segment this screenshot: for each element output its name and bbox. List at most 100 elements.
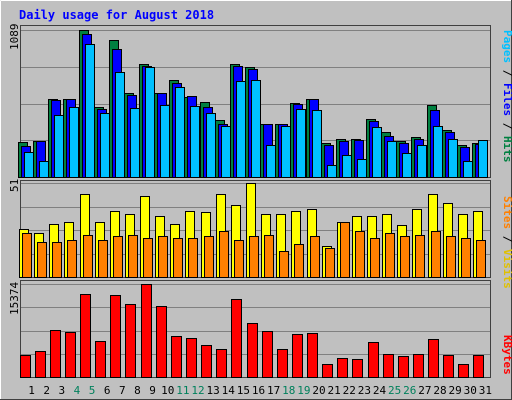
day-label-12: 12 — [191, 384, 204, 397]
bar-kbytes-day-13 — [201, 345, 212, 378]
bar-sites-day-23 — [355, 231, 365, 278]
bar-kbytes-day-6 — [95, 341, 106, 378]
bar-kbytes-day-3 — [50, 330, 61, 378]
bar-kbytes-day-4 — [65, 332, 76, 378]
bar-kbytes-day-15 — [231, 299, 242, 378]
day-label-23: 23 — [358, 384, 371, 397]
bar-sites-day-9 — [143, 238, 153, 278]
bar-kbytes-day-7 — [110, 295, 121, 378]
bar-kbytes-day-18 — [277, 349, 288, 378]
bar-kbytes-day-27 — [413, 354, 424, 378]
bar-pages-day-26 — [402, 153, 412, 178]
chart-title: Daily usage for August 2018 — [19, 8, 214, 22]
legend-separator: / — [501, 116, 512, 136]
bar-sites-day-18 — [279, 251, 289, 278]
panel-hits-max-label: 1089 — [8, 24, 21, 51]
bar-sites-day-14 — [219, 231, 229, 278]
bar-pages-day-7 — [115, 72, 125, 178]
bar-sites-day-31 — [476, 240, 486, 278]
day-label-24: 24 — [373, 384, 387, 397]
bar-pages-day-21 — [327, 165, 337, 178]
bar-sites-day-29 — [446, 236, 456, 278]
legend-files: Files — [501, 83, 512, 116]
bar-pages-day-31 — [478, 140, 488, 178]
bar-sites-day-26 — [400, 236, 410, 278]
bar-kbytes-day-14 — [216, 349, 227, 378]
bar-kbytes-day-17 — [262, 331, 273, 378]
bar-sites-day-27 — [415, 235, 425, 278]
day-label-2: 2 — [43, 384, 50, 397]
bar-kbytes-day-26 — [398, 356, 409, 378]
legend-sites: Sites — [501, 196, 512, 229]
bar-kbytes-day-2 — [35, 351, 46, 378]
bar-pages-day-29 — [448, 139, 458, 178]
bar-pages-day-27 — [417, 145, 427, 178]
day-label-29: 29 — [449, 384, 462, 397]
axis-labels: 1 2 3 4 5 6 7 8 9 10 11 12 13 14 15 16 17 18 19 20 21 22 23 24 2… — [28, 384, 492, 397]
bar-pages-day-10 — [160, 105, 170, 178]
bar-sites-day-6 — [98, 240, 108, 278]
day-label-9: 9 — [149, 384, 156, 397]
bar-sites-day-4 — [67, 240, 77, 278]
bar-pages-day-15 — [236, 81, 246, 178]
bar-sites-day-2 — [37, 242, 47, 278]
bar-sites-day-13 — [204, 236, 214, 278]
bar-pages-day-17 — [266, 145, 276, 178]
bar-pages-day-20 — [312, 110, 322, 178]
bar-sites-day-19 — [294, 244, 304, 278]
bar-kbytes-day-11 — [171, 336, 182, 378]
bar-kbytes-day-28 — [428, 339, 439, 378]
bar-sites-day-5 — [83, 235, 93, 278]
panel-kbytes-legend: KBytes — [501, 335, 512, 375]
day-label-18: 18 — [282, 384, 295, 397]
bar-sites-day-25 — [385, 233, 395, 278]
bar-sites-day-8 — [128, 235, 138, 278]
day-label-11: 11 — [176, 384, 189, 397]
bar-kbytes-day-25 — [383, 354, 394, 378]
bar-kbytes-day-20 — [307, 333, 318, 378]
bar-kbytes-day-5 — [80, 294, 91, 378]
day-label-25: 25 — [388, 384, 401, 397]
bar-sites-day-12 — [188, 238, 198, 278]
bar-sites-day-7 — [113, 236, 123, 278]
bar-pages-day-19 — [296, 109, 306, 178]
legend-pages: Pages — [501, 30, 512, 63]
bar-pages-day-8 — [130, 108, 140, 178]
bar-sites-day-22 — [340, 222, 350, 278]
bar-kbytes-day-1 — [20, 355, 31, 378]
bar-pages-day-4 — [69, 107, 79, 178]
bar-pages-day-6 — [100, 113, 110, 178]
bar-pages-day-2 — [39, 161, 49, 178]
panel-visits-legend: Sites / Visits — [501, 196, 512, 289]
bar-marks — [18, 30, 488, 378]
bar-pages-day-30 — [463, 161, 473, 178]
legend-separator: / — [501, 63, 512, 83]
day-label-10: 10 — [161, 384, 174, 397]
bar-sites-day-15 — [234, 240, 244, 278]
day-label-15: 15 — [237, 384, 250, 397]
day-label-13: 13 — [206, 384, 219, 397]
bar-kbytes-day-12 — [186, 338, 197, 378]
bar-sites-day-11 — [173, 238, 183, 278]
day-label-27: 27 — [418, 384, 431, 397]
bar-pages-day-18 — [281, 126, 291, 178]
bar-sites-day-28 — [431, 231, 441, 278]
bar-kbytes-day-21 — [322, 364, 333, 378]
day-label-30: 30 — [464, 384, 477, 397]
bar-pages-day-13 — [206, 113, 216, 178]
bar-kbytes-day-29 — [443, 355, 454, 378]
day-label-19: 19 — [297, 384, 310, 397]
bar-sites-day-16 — [249, 236, 259, 278]
legend-hits: Hits — [501, 136, 512, 163]
panel-kbytes-max-label: 15374 — [8, 282, 21, 315]
bar-pages-day-23 — [357, 159, 367, 178]
panel-visits-max-label: 51 — [8, 179, 21, 192]
bar-kbytes-day-22 — [337, 358, 348, 378]
legend-separator: / — [501, 229, 512, 249]
day-label-8: 8 — [134, 384, 141, 397]
day-label-17: 17 — [267, 384, 280, 397]
day-label-21: 21 — [328, 384, 341, 397]
bar-kbytes-day-23 — [352, 359, 363, 378]
bar-sites-day-3 — [52, 242, 62, 278]
